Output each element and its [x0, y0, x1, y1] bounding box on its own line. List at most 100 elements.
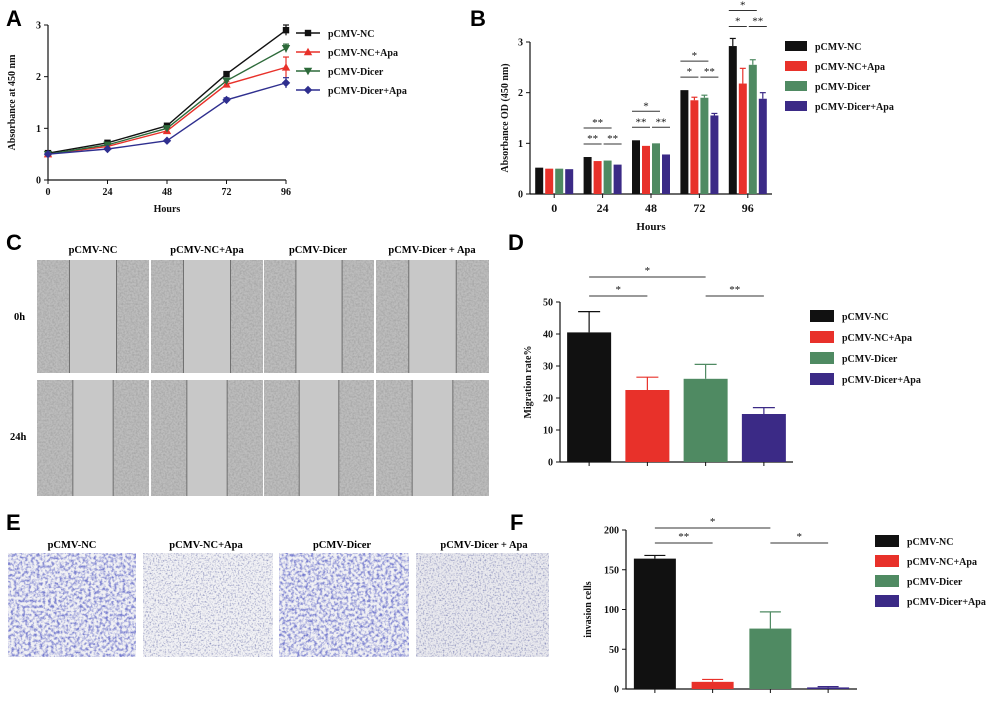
panel-letter-a: A: [6, 6, 22, 31]
y-axis-label: invasion cells: [583, 581, 594, 638]
significance-label: **: [592, 117, 603, 129]
significance-label: **: [607, 133, 618, 145]
y-tick-label: 30: [543, 362, 553, 373]
series-marker: [281, 63, 291, 71]
panel-letter-e: E: [6, 510, 21, 535]
series-marker: [304, 29, 312, 37]
y-tick-label: 0: [548, 458, 553, 469]
y-tick-label: 0: [614, 685, 619, 696]
y-axis-label: Migration rate%: [523, 345, 534, 418]
y-tick-label: 1: [36, 124, 41, 135]
panel-c-col-label: pCMV-NC: [69, 245, 118, 256]
bar: [632, 140, 640, 194]
legend-label: pCMV-NC+Apa: [328, 48, 398, 59]
y-tick-label: 10: [543, 426, 553, 437]
bar: [652, 143, 660, 194]
wound-gap: [183, 260, 231, 373]
x-axis-label: Hours: [154, 204, 181, 215]
bar: [603, 160, 612, 194]
bar: [613, 164, 622, 194]
legend-swatch: [810, 331, 834, 343]
panel-e-col-label: pCMV-NC+Apa: [169, 540, 243, 551]
legend-swatch: [810, 310, 834, 322]
wound-gap: [186, 380, 228, 496]
bar: [690, 100, 699, 194]
y-tick-label: 50: [609, 645, 619, 656]
y-tick-label: 0: [518, 190, 523, 201]
x-tick-label: 0: [46, 187, 51, 198]
series-marker: [223, 70, 230, 78]
panel-c-col-label: pCMV-Dicer: [289, 245, 347, 256]
significance-label: *: [692, 50, 698, 62]
x-tick-label: 24: [103, 187, 113, 198]
bar: [749, 628, 792, 689]
x-tick-label: 48: [645, 201, 657, 215]
y-axis-label: Absorbance OD (450 nm): [500, 63, 511, 172]
series-marker: [222, 95, 231, 105]
legend-label: pCMV-Dicer+Apa: [907, 597, 986, 608]
wound-gap: [69, 260, 117, 373]
legend-swatch: [875, 555, 899, 567]
bar: [741, 414, 786, 462]
significance-label: *: [643, 100, 649, 112]
legend-label: pCMV-Dicer: [907, 577, 963, 588]
series-marker: [303, 85, 313, 95]
x-tick-label: 24: [597, 201, 609, 215]
bar: [642, 145, 650, 194]
series-marker: [222, 77, 231, 85]
series-marker: [281, 45, 291, 53]
legend-label: pCMV-NC+Apa: [842, 333, 912, 344]
bar: [700, 97, 709, 194]
legend-label: pCMV-NC: [815, 42, 861, 53]
legend-swatch: [875, 575, 899, 587]
panel-letter-f: F: [510, 510, 523, 535]
bar: [728, 46, 737, 195]
y-tick-label: 100: [604, 605, 619, 616]
bar: [691, 681, 734, 689]
bar: [633, 558, 676, 689]
legend-label: pCMV-Dicer+Apa: [328, 86, 407, 97]
bar: [738, 83, 747, 194]
significance-label: *: [645, 265, 651, 277]
panel-letter-c: C: [6, 230, 22, 255]
significance-label: *: [735, 15, 741, 27]
y-tick-label: 40: [543, 330, 553, 341]
y-tick-label: 1: [518, 139, 523, 150]
legend-label: pCMV-Dicer: [842, 354, 898, 365]
panel-c-col-label: pCMV-Dicer + Apa: [388, 245, 476, 256]
legend-label: pCMV-NC: [907, 537, 953, 548]
bar: [807, 687, 850, 689]
panel-e-col-label: pCMV-Dicer: [313, 540, 371, 551]
wound-gap: [72, 380, 114, 496]
significance-label: *: [797, 531, 803, 543]
series-marker: [282, 26, 290, 34]
legend-swatch: [785, 81, 807, 91]
bar: [680, 90, 689, 194]
wound-gap: [299, 380, 339, 496]
y-tick-label: 3: [36, 21, 41, 32]
bar: [710, 115, 719, 194]
x-axis-label: Hours: [636, 221, 666, 233]
y-tick-label: 200: [604, 526, 619, 537]
panel-e-transwell: pCMV-NC pCMV-NC+Apa pCMV-Dicer pCMV-Dice…: [8, 540, 549, 657]
series-marker: [303, 67, 313, 76]
y-tick-label: 2: [36, 72, 41, 83]
panel-c-row-label: 0h: [14, 312, 25, 323]
chart-a-growth-curve: 0 1 2 3 0 24 48 72 96 Hours Absorbance at 450 nm pC…: [7, 21, 407, 216]
micrograph-texture: [279, 553, 409, 657]
significance-label: *: [710, 516, 716, 528]
bar: [683, 378, 728, 462]
significance-label: **: [729, 284, 740, 296]
legend-swatch: [810, 373, 834, 385]
significance-label: **: [752, 15, 763, 27]
panel-letter-d: D: [508, 230, 524, 255]
legend-label: pCMV-NC: [328, 29, 374, 40]
legend-swatch: [785, 41, 807, 51]
significance-label: *: [740, 0, 746, 11]
legend-label: pCMV-NC+Apa: [815, 62, 885, 73]
x-tick-label: 96: [742, 201, 754, 215]
x-tick-label: 72: [222, 187, 232, 198]
wound-gap: [295, 260, 343, 373]
legend-label: pCMV-Dicer+Apa: [842, 375, 921, 386]
legend-swatch: [810, 352, 834, 364]
